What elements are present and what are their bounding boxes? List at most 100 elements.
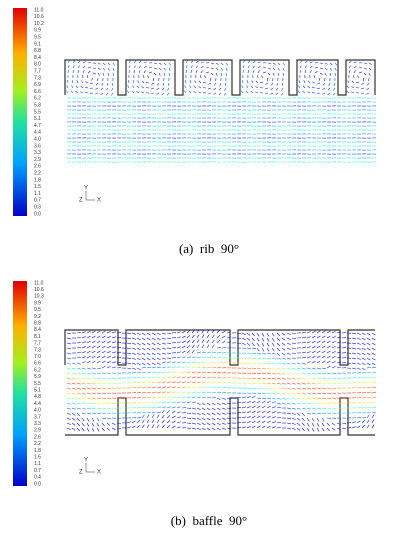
vector [224,87,227,91]
vector [257,70,260,74]
vector [70,90,74,94]
vector [361,402,366,404]
vector [267,67,271,70]
labels: 11.010.610.29.99.59.18.88.48.07.77.36.96… [34,7,247,528]
vector [196,407,201,410]
vector [96,377,101,380]
vector [163,72,166,76]
vector [201,339,205,344]
vector [191,427,196,430]
vector [331,356,336,359]
vector [226,422,231,425]
vector [311,402,316,405]
vector [261,397,266,400]
colorbar-label: 8.1 [34,334,41,340]
vector [261,337,265,342]
colorbar-label: 11.0 [34,280,44,286]
vector [82,65,86,69]
vector [281,332,286,336]
vector [326,340,331,344]
vector [161,357,166,360]
vector [371,406,376,409]
axis-x: X [97,198,101,204]
vector [126,332,131,335]
vector [193,91,197,94]
vector [101,422,105,427]
vector [136,342,141,346]
vector [241,342,246,346]
vector [221,417,226,420]
vector [272,67,276,71]
vector [296,407,301,410]
vector [261,387,266,390]
vector [206,351,211,354]
vector [141,357,146,361]
vector [151,411,156,414]
vector [281,372,286,375]
vector [267,62,271,65]
vector [181,386,186,389]
vector [106,377,112,379]
colorbar-label: 1.5 [34,184,41,190]
vector [266,397,271,400]
vector [201,427,206,431]
colorbar-label: 2.9 [34,157,41,163]
colorbar-label: 7.3 [34,75,41,81]
vector [306,417,310,422]
vector [291,382,296,385]
vector [218,87,222,91]
vector [196,356,201,359]
vector [131,352,136,355]
vector [201,351,206,354]
vector [286,377,291,380]
vector [216,422,221,426]
vector [226,336,231,339]
vector [91,392,96,395]
vector [221,335,226,339]
vector [241,80,244,84]
colorbar-label: 8.0 [34,62,41,68]
vector [221,412,226,415]
vector [261,377,266,380]
vector [281,377,286,380]
vector [198,91,202,94]
vector [361,367,366,371]
vector [66,342,71,345]
vector [321,417,325,422]
vector [356,332,361,335]
vector [171,381,176,384]
vector [196,366,201,369]
vector [297,90,301,94]
vector [146,391,151,394]
vector [251,425,256,429]
vector [291,417,296,421]
vector [181,381,186,384]
vector [161,381,166,384]
vector [316,407,321,410]
vector [198,80,202,84]
colorbar-label: 2.2 [34,171,41,177]
vector [281,352,286,356]
vector [176,381,181,384]
vector [307,86,311,89]
vector [329,67,332,71]
vector [146,357,151,361]
vector [321,350,326,354]
vector [221,402,226,405]
vector [196,351,201,354]
vector [76,356,81,359]
vector [226,402,231,405]
colorbar-label: 6.6 [34,89,41,95]
vector [81,351,86,354]
vector [146,401,151,404]
vector [151,376,156,379]
vector [166,386,171,389]
vector [306,402,311,405]
vector [336,422,341,425]
vector [221,340,226,344]
vector [136,424,141,429]
vector [301,331,306,334]
colorbar-label: 1.8 [34,177,41,183]
vector [86,407,91,410]
vector [206,381,211,384]
